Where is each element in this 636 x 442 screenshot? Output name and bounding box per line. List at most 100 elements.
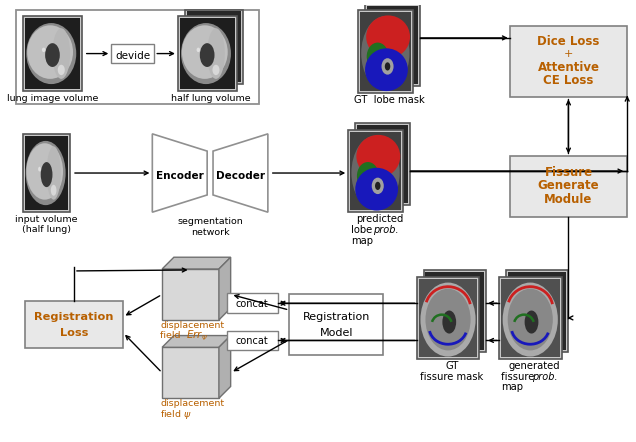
Bar xyxy=(508,272,567,350)
Ellipse shape xyxy=(42,48,45,52)
Ellipse shape xyxy=(41,162,52,187)
Bar xyxy=(506,270,569,352)
Ellipse shape xyxy=(25,141,66,205)
Ellipse shape xyxy=(525,311,539,334)
Ellipse shape xyxy=(425,289,471,351)
Bar xyxy=(25,136,68,210)
Text: (half lung): (half lung) xyxy=(22,225,71,234)
Bar xyxy=(162,269,219,320)
Text: prob.: prob. xyxy=(373,225,398,235)
Bar xyxy=(424,270,486,352)
Text: input volume: input volume xyxy=(15,215,78,224)
Bar xyxy=(23,134,70,212)
Ellipse shape xyxy=(51,185,57,196)
Polygon shape xyxy=(213,134,268,212)
Bar xyxy=(25,301,123,348)
Polygon shape xyxy=(219,257,231,320)
Ellipse shape xyxy=(356,168,398,210)
Text: map: map xyxy=(351,236,373,245)
Text: +: + xyxy=(563,49,573,59)
Bar xyxy=(227,331,278,350)
Text: field $\psi$: field $\psi$ xyxy=(160,408,192,421)
Ellipse shape xyxy=(26,23,76,84)
Polygon shape xyxy=(162,335,231,347)
Ellipse shape xyxy=(26,143,63,200)
Text: CE Loss: CE Loss xyxy=(543,75,593,88)
Polygon shape xyxy=(219,335,231,398)
Text: Fissure: Fissure xyxy=(544,166,593,179)
Text: network: network xyxy=(191,228,230,237)
Ellipse shape xyxy=(27,25,73,79)
Text: lobe: lobe xyxy=(351,225,375,235)
Ellipse shape xyxy=(365,48,408,91)
Text: half lung volume: half lung volume xyxy=(171,94,251,103)
Bar xyxy=(227,293,278,313)
Text: Encoder: Encoder xyxy=(156,171,204,181)
Text: displacement: displacement xyxy=(160,399,225,408)
Ellipse shape xyxy=(508,289,553,351)
Text: displacement: displacement xyxy=(160,321,225,330)
Bar xyxy=(358,11,413,93)
Text: lung image volume: lung image volume xyxy=(7,94,98,103)
Ellipse shape xyxy=(367,42,389,71)
Ellipse shape xyxy=(420,282,476,357)
Ellipse shape xyxy=(502,282,558,357)
Ellipse shape xyxy=(357,162,379,190)
Bar xyxy=(350,132,401,210)
Bar xyxy=(348,130,403,212)
Ellipse shape xyxy=(385,62,391,71)
Ellipse shape xyxy=(46,146,60,200)
Text: Model: Model xyxy=(320,328,353,338)
Text: map: map xyxy=(501,382,523,392)
Ellipse shape xyxy=(181,23,231,84)
Bar xyxy=(509,26,627,97)
Bar xyxy=(180,18,235,89)
Ellipse shape xyxy=(182,25,228,79)
Bar xyxy=(425,272,484,350)
Text: fissure mask: fissure mask xyxy=(420,372,483,381)
Text: Registration: Registration xyxy=(303,312,370,322)
Bar xyxy=(418,279,478,357)
Ellipse shape xyxy=(45,43,60,67)
Ellipse shape xyxy=(38,167,41,171)
Ellipse shape xyxy=(361,16,410,90)
Text: Registration: Registration xyxy=(34,312,114,322)
Text: Attentive: Attentive xyxy=(537,61,600,74)
Bar xyxy=(289,294,384,355)
Bar xyxy=(184,10,244,84)
Text: concat: concat xyxy=(236,299,268,309)
Ellipse shape xyxy=(352,136,399,210)
Polygon shape xyxy=(153,134,207,212)
Bar xyxy=(186,11,242,82)
Text: GT  lobe mask: GT lobe mask xyxy=(354,95,425,104)
Text: generated: generated xyxy=(508,361,560,371)
Ellipse shape xyxy=(375,182,380,190)
Ellipse shape xyxy=(212,65,219,75)
Bar xyxy=(365,4,420,86)
Text: Decoder: Decoder xyxy=(216,171,265,181)
Bar xyxy=(17,10,259,104)
Text: prob.: prob. xyxy=(532,372,558,381)
Text: Loss: Loss xyxy=(60,328,88,338)
Bar xyxy=(25,18,80,89)
Bar xyxy=(501,279,560,357)
Ellipse shape xyxy=(197,48,200,52)
Bar xyxy=(355,123,410,206)
Bar xyxy=(499,277,562,359)
Bar xyxy=(367,6,418,84)
Ellipse shape xyxy=(58,65,65,75)
Bar xyxy=(509,156,627,217)
Ellipse shape xyxy=(382,58,394,75)
Bar xyxy=(23,16,82,91)
Ellipse shape xyxy=(356,135,400,178)
Text: segmentation: segmentation xyxy=(177,217,243,226)
Ellipse shape xyxy=(371,178,384,194)
Text: GT: GT xyxy=(445,361,459,371)
Ellipse shape xyxy=(366,15,410,58)
Bar xyxy=(417,277,480,359)
Text: $\mathit{Err}_\psi$: $\mathit{Err}_\psi$ xyxy=(186,329,207,343)
Polygon shape xyxy=(162,257,231,269)
Text: fissure: fissure xyxy=(501,372,537,381)
Bar xyxy=(360,12,411,91)
Text: concat: concat xyxy=(236,336,268,347)
